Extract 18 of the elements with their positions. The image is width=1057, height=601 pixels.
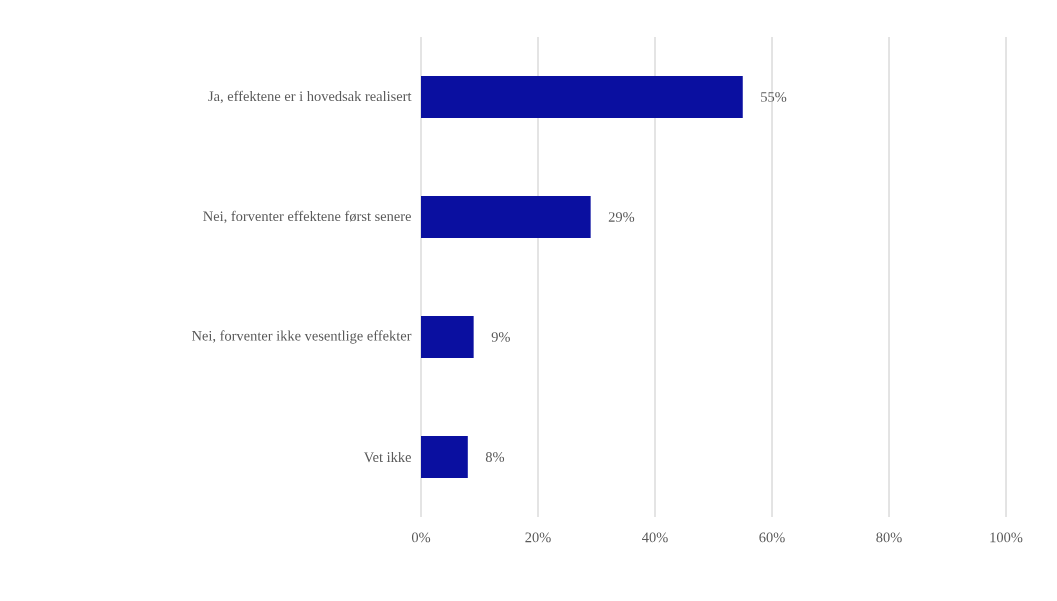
- y-tick-label: Vet ikke: [363, 451, 411, 463]
- x-tick-label: 20%: [525, 532, 551, 543]
- x-tick-label: 60%: [759, 532, 785, 543]
- x-tick-label: 40%: [642, 532, 668, 543]
- data-label: 8%: [485, 452, 505, 462]
- y-tick-label: Nei, forventer ikke vesentlige effekter: [191, 330, 412, 344]
- x-tick-label: 100%: [990, 532, 1023, 543]
- data-label: 29%: [608, 212, 635, 222]
- y-tick-label: Ja, effektene er i hovedsak realisert: [208, 90, 412, 104]
- bar: [421, 76, 743, 118]
- bar: [421, 196, 591, 238]
- x-tick-label: 0%: [411, 532, 431, 543]
- data-label: 9%: [491, 332, 510, 342]
- data-label: 55%: [761, 92, 787, 102]
- bar: [421, 436, 468, 478]
- bar: [421, 316, 474, 358]
- y-tick-label: Nei, forventer effektene først senere: [203, 210, 411, 224]
- x-tick-label: 80%: [876, 532, 902, 543]
